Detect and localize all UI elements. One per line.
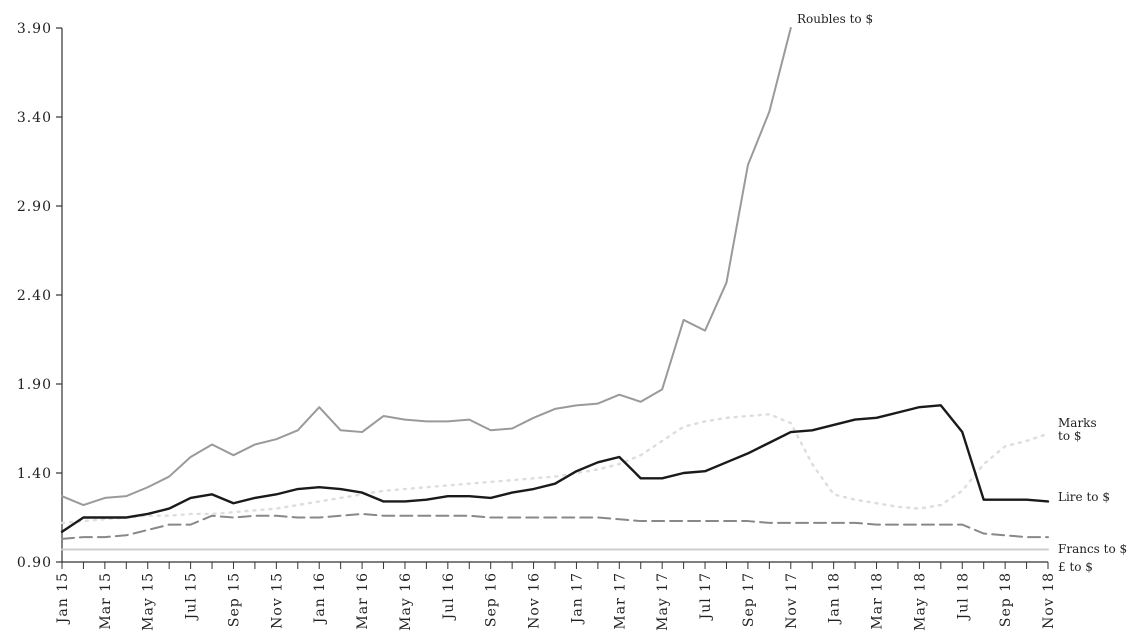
x-tick-label: Mar 18: [870, 572, 886, 630]
x-tick-label: May 18: [912, 572, 928, 631]
y-tick-label: 1.90: [17, 377, 52, 393]
y-tick-label: 3.40: [17, 110, 52, 126]
series-label-francs-to: Francs to $: [1058, 542, 1127, 556]
x-tick-label: Sep 17: [741, 572, 757, 627]
series-line-lire-to: [60, 404, 1050, 533]
series-label-roubles-to: Roubles to $: [797, 12, 873, 26]
x-tick-label: Sep 15: [226, 572, 242, 627]
x-tick-label: Nov 18: [1041, 572, 1057, 629]
x-tick-label: Nov 17: [784, 572, 800, 629]
x-tick-label: Mar 16: [355, 572, 371, 630]
x-tick-label: Jul 15: [184, 572, 200, 621]
x-tick-label: Jul 16: [441, 572, 457, 621]
series-line-francs-to: [61, 512, 1049, 540]
y-tick-label: 2.90: [17, 199, 52, 215]
x-tick-label: Nov 16: [527, 572, 543, 629]
x-tick-label: Jul 18: [955, 572, 971, 621]
y-tick-label: 0.90: [17, 555, 52, 571]
x-tick-label: May 17: [655, 572, 671, 631]
x-tick-label: Jan 15: [55, 572, 71, 625]
x-tick-label: May 15: [141, 572, 157, 631]
x-tick-label: Mar 15: [98, 572, 114, 630]
x-tick-label: Sep 16: [484, 572, 500, 627]
series-line-roubles-to: [61, 27, 792, 507]
x-tick-label: Nov 15: [269, 572, 285, 629]
series-label-lire-to: Lire to $: [1058, 490, 1110, 504]
series-line-marks-to: [60, 413, 1050, 525]
x-tick-label: Jul 17: [698, 572, 714, 621]
y-tick-label: 3.90: [17, 21, 52, 37]
x-tick-label: Jan 16: [312, 572, 328, 625]
x-tick-label: Jan 18: [827, 572, 843, 625]
y-tick-label: 1.40: [17, 466, 52, 482]
x-tick-label: Mar 17: [612, 572, 628, 630]
series-label-marks-to: Marks to $: [1058, 416, 1097, 443]
x-tick-label: Jan 17: [569, 572, 585, 625]
x-tick-label: Sep 18: [998, 572, 1014, 627]
y-tick-label: 2.40: [17, 288, 52, 304]
x-tick-label: May 16: [398, 572, 414, 631]
series-label-to: £ to $: [1058, 560, 1093, 574]
